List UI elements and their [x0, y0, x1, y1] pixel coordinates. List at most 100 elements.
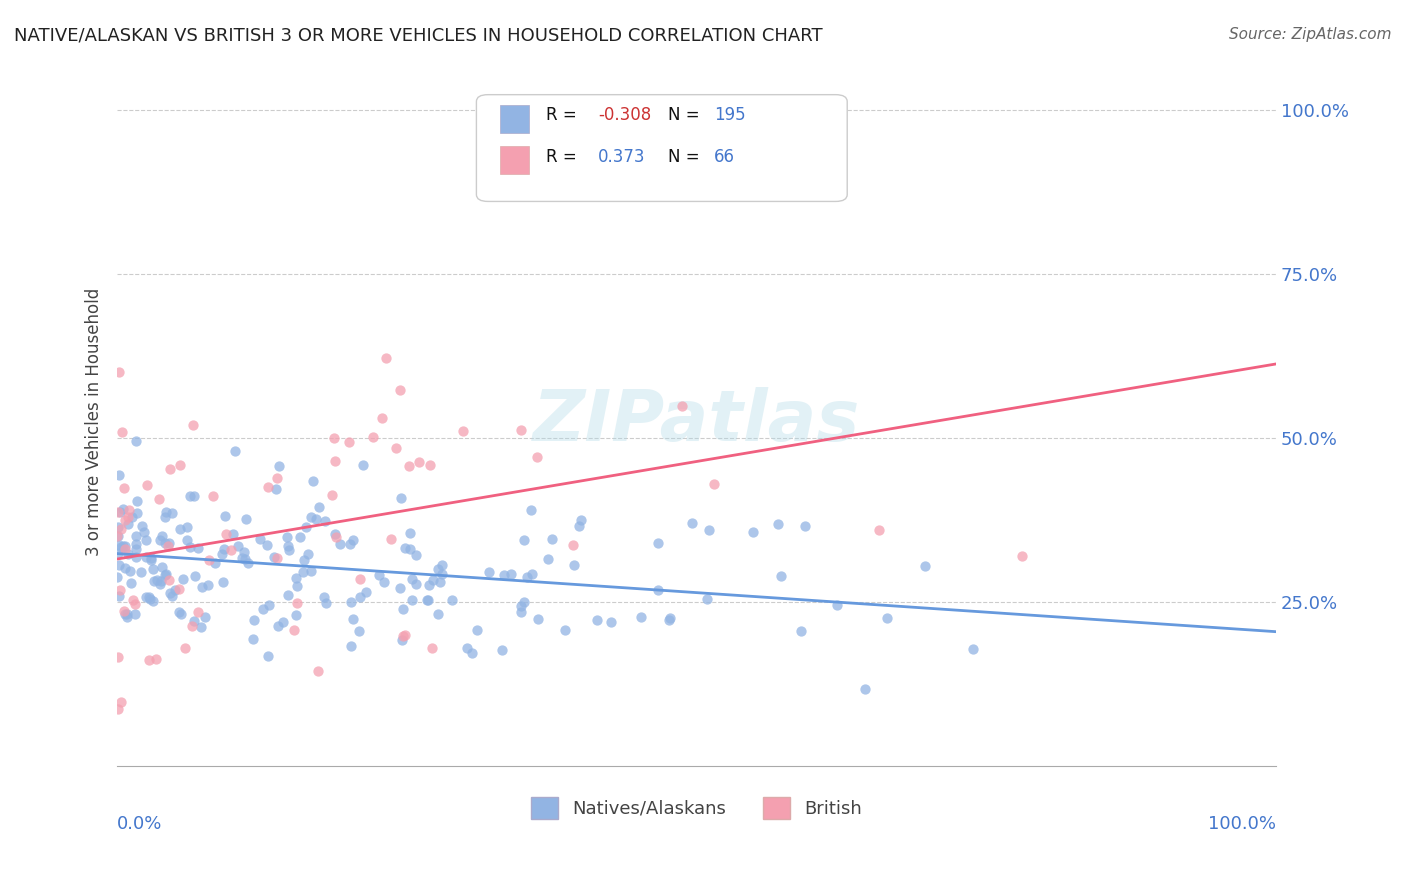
Point	[465, 623, 488, 637]
Point	[962, 641, 984, 656]
Point	[516, 570, 538, 584]
Point	[176, 520, 198, 534]
Point	[399, 526, 422, 541]
Point	[263, 549, 285, 564]
Point	[323, 454, 346, 468]
Point	[294, 553, 316, 567]
Point	[125, 550, 148, 565]
Point	[184, 569, 207, 583]
Point	[461, 646, 484, 660]
Point	[1011, 549, 1033, 564]
Point	[146, 573, 169, 587]
Point	[371, 410, 394, 425]
Point	[368, 568, 391, 582]
Point	[389, 383, 412, 397]
Text: 195: 195	[714, 106, 745, 124]
Point	[125, 542, 148, 557]
Point	[321, 488, 343, 502]
Point	[162, 589, 184, 603]
Point	[456, 641, 478, 656]
Point	[340, 639, 363, 653]
Point	[681, 516, 703, 531]
Point	[478, 565, 501, 579]
Point	[769, 568, 792, 582]
Point	[394, 628, 416, 642]
Point	[430, 567, 453, 582]
Point	[349, 590, 371, 604]
Point	[314, 514, 336, 528]
Point	[224, 444, 246, 458]
Point	[120, 575, 142, 590]
Text: 66: 66	[714, 148, 735, 166]
Point	[242, 632, 264, 646]
Point	[266, 550, 288, 565]
Point	[305, 511, 328, 525]
Point	[540, 533, 562, 547]
Point	[571, 513, 593, 527]
Point	[256, 538, 278, 552]
Point	[187, 541, 209, 556]
Point	[277, 539, 299, 553]
Point	[501, 567, 523, 582]
Point	[236, 556, 259, 570]
Point	[703, 476, 725, 491]
Point	[630, 609, 652, 624]
Point	[380, 533, 402, 547]
Point	[222, 527, 245, 541]
Point	[243, 613, 266, 627]
Point	[160, 507, 183, 521]
Point	[235, 511, 257, 525]
Point	[125, 529, 148, 543]
Point	[212, 542, 235, 557]
Point	[190, 620, 212, 634]
Point	[278, 543, 301, 558]
Point	[159, 462, 181, 476]
Point	[352, 458, 374, 472]
Point	[399, 541, 422, 556]
Point	[111, 425, 134, 439]
Point	[391, 633, 413, 648]
Point	[149, 577, 172, 591]
Point	[600, 615, 623, 629]
Point	[157, 536, 180, 550]
Point	[373, 574, 395, 589]
Y-axis label: 3 or more Vehicles in Household: 3 or more Vehicles in Household	[86, 288, 103, 556]
Point	[141, 551, 163, 566]
Point	[793, 519, 815, 533]
Point	[401, 593, 423, 607]
Point	[138, 590, 160, 604]
Text: R =: R =	[546, 106, 582, 124]
Point	[283, 623, 305, 637]
Point	[562, 558, 585, 572]
Point	[134, 524, 156, 539]
Point	[426, 607, 449, 621]
Point	[127, 506, 149, 520]
Point	[385, 441, 408, 455]
Point	[153, 510, 176, 524]
Point	[267, 619, 290, 633]
Text: N =: N =	[668, 106, 704, 124]
Point	[363, 430, 385, 444]
Point	[509, 605, 531, 619]
Point	[107, 505, 129, 519]
Point	[825, 599, 848, 613]
Point	[671, 400, 693, 414]
Point	[121, 593, 143, 607]
Point	[257, 649, 280, 664]
Point	[124, 537, 146, 551]
Text: Source: ZipAtlas.com: Source: ZipAtlas.com	[1229, 27, 1392, 42]
Point	[568, 519, 591, 533]
Point	[416, 592, 439, 607]
Point	[112, 481, 135, 495]
Point	[430, 558, 453, 572]
Point	[115, 609, 138, 624]
Point	[107, 538, 129, 552]
Point	[167, 605, 190, 619]
Point	[288, 530, 311, 544]
Point	[141, 553, 163, 567]
Point	[586, 613, 609, 627]
Point	[789, 624, 811, 639]
Point	[301, 474, 323, 488]
Point	[347, 624, 370, 638]
Point	[125, 434, 148, 448]
